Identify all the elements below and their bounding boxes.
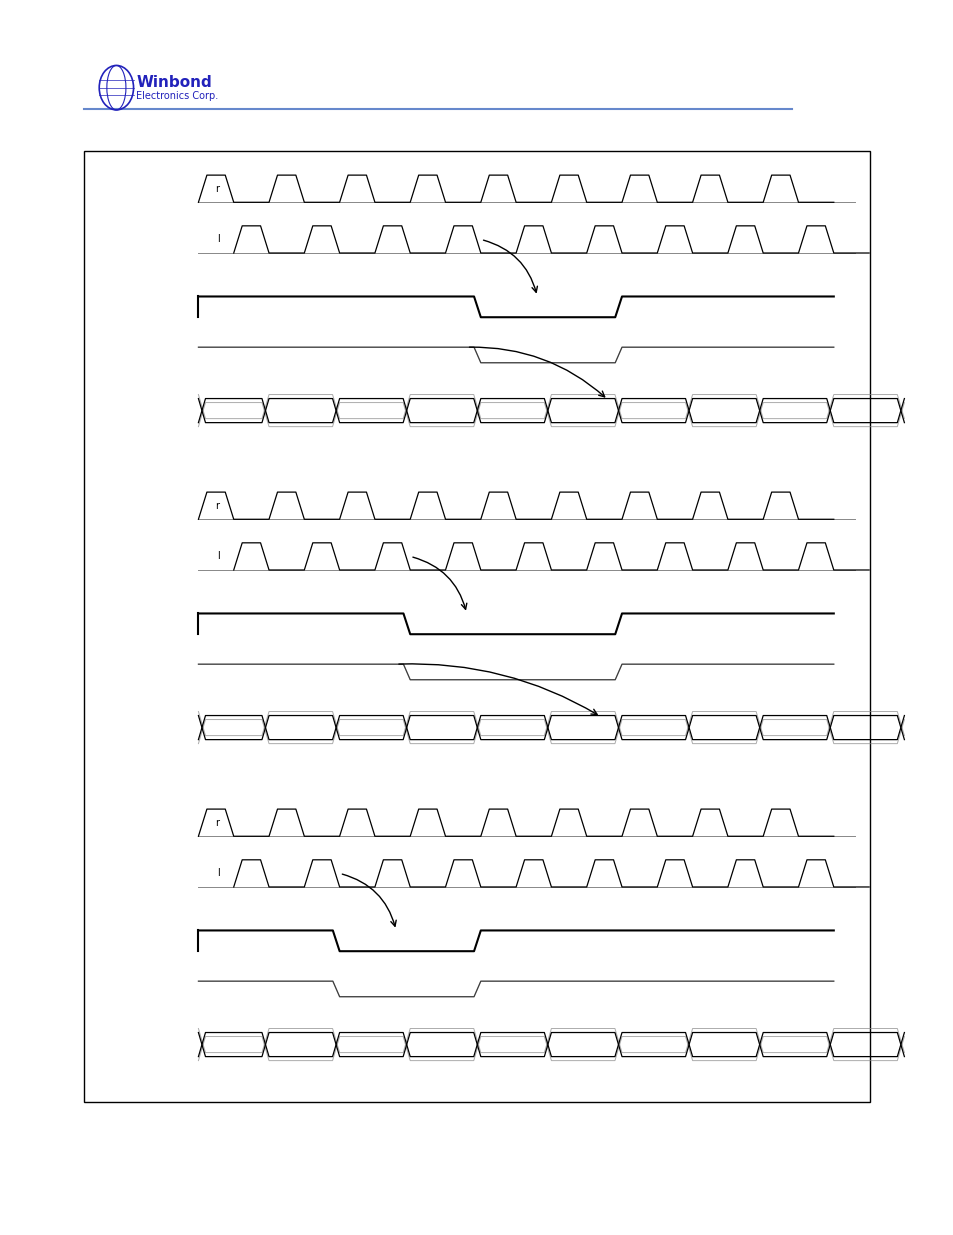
Text: Electronics Corp.: Electronics Corp. — [136, 91, 218, 101]
FancyBboxPatch shape — [84, 151, 869, 1102]
Text: r: r — [215, 184, 219, 194]
Text: l: l — [216, 868, 219, 878]
Text: l: l — [216, 551, 219, 562]
Text: l: l — [216, 235, 219, 245]
Text: Winbond: Winbond — [136, 75, 212, 90]
Text: r: r — [215, 818, 219, 827]
Text: r: r — [215, 500, 219, 511]
